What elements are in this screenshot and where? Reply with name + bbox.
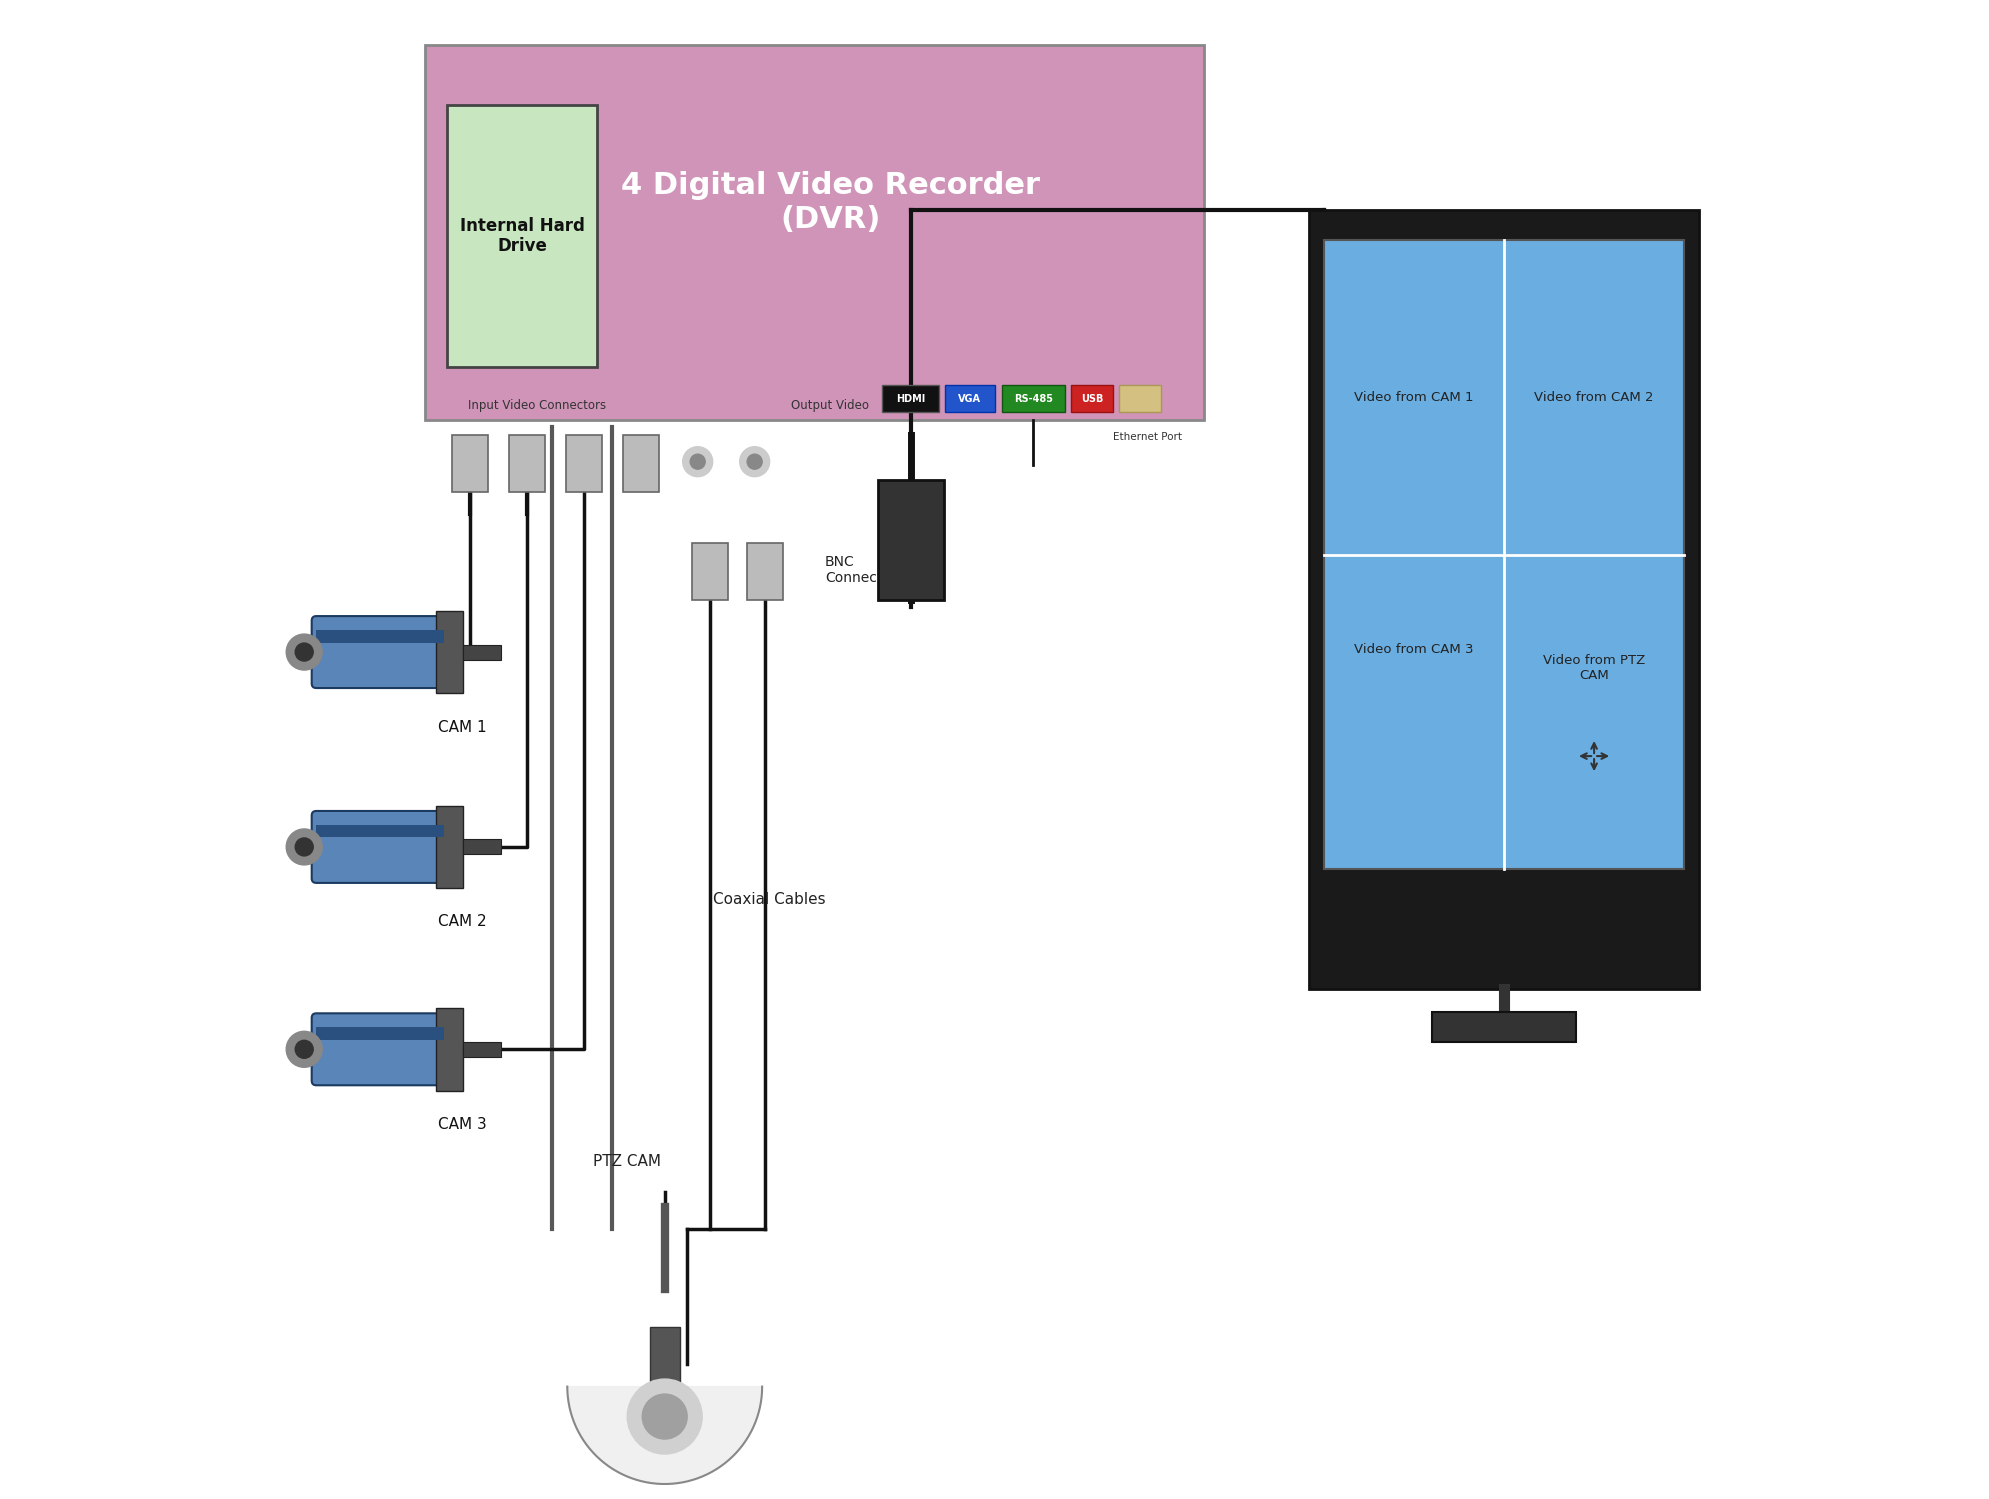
Text: Video from CAM 1: Video from CAM 1 (1355, 391, 1474, 403)
FancyBboxPatch shape (448, 105, 597, 367)
FancyBboxPatch shape (945, 385, 994, 412)
FancyBboxPatch shape (312, 1013, 448, 1085)
Circle shape (627, 1379, 702, 1454)
Circle shape (286, 829, 322, 865)
FancyBboxPatch shape (565, 435, 603, 492)
Circle shape (294, 643, 312, 661)
FancyBboxPatch shape (692, 543, 728, 600)
Circle shape (294, 1040, 312, 1058)
Polygon shape (567, 1387, 762, 1484)
FancyBboxPatch shape (463, 645, 501, 660)
Text: BNC
Connectors: BNC Connectors (825, 555, 903, 585)
Text: PTZ CAM: PTZ CAM (593, 1154, 660, 1169)
FancyBboxPatch shape (881, 385, 939, 412)
FancyBboxPatch shape (426, 45, 1205, 420)
FancyBboxPatch shape (650, 1327, 680, 1387)
Text: 4 Digital Video Recorder
(DVR): 4 Digital Video Recorder (DVR) (621, 171, 1040, 234)
FancyBboxPatch shape (509, 435, 545, 492)
Circle shape (642, 1394, 688, 1439)
Circle shape (690, 454, 706, 469)
FancyBboxPatch shape (312, 616, 448, 688)
Circle shape (286, 634, 322, 670)
Text: HDMI: HDMI (895, 394, 925, 403)
Text: Video from PTZ
CAM: Video from PTZ CAM (1543, 654, 1645, 682)
Text: Video from CAM 3: Video from CAM 3 (1355, 643, 1474, 655)
Text: Ethernet Port: Ethernet Port (1114, 432, 1181, 442)
FancyBboxPatch shape (463, 839, 501, 854)
Text: Coaxial Cables: Coaxial Cables (714, 892, 825, 907)
FancyBboxPatch shape (1120, 385, 1162, 412)
Circle shape (294, 838, 312, 856)
FancyBboxPatch shape (436, 1009, 463, 1091)
FancyBboxPatch shape (463, 1042, 501, 1057)
FancyBboxPatch shape (1309, 210, 1699, 989)
Text: RS-485: RS-485 (1014, 394, 1052, 403)
Text: Input Video Connectors: Input Video Connectors (467, 399, 607, 412)
FancyBboxPatch shape (436, 612, 463, 693)
FancyBboxPatch shape (316, 1027, 444, 1040)
FancyBboxPatch shape (748, 543, 784, 600)
FancyBboxPatch shape (1070, 385, 1114, 412)
FancyBboxPatch shape (452, 435, 487, 492)
FancyBboxPatch shape (877, 480, 943, 600)
FancyBboxPatch shape (312, 811, 448, 883)
Text: Internal Hard
Drive: Internal Hard Drive (459, 217, 585, 255)
Text: VGA: VGA (959, 394, 981, 403)
Circle shape (682, 447, 712, 477)
Text: Output Video: Output Video (790, 399, 869, 412)
Circle shape (286, 1031, 322, 1067)
FancyBboxPatch shape (316, 630, 444, 643)
FancyBboxPatch shape (623, 435, 658, 492)
Text: CAM 3: CAM 3 (438, 1117, 487, 1132)
Circle shape (748, 454, 762, 469)
Text: CAM 2: CAM 2 (438, 914, 487, 929)
FancyBboxPatch shape (316, 824, 444, 838)
FancyBboxPatch shape (1002, 385, 1064, 412)
Text: USB: USB (1080, 394, 1104, 403)
Text: CAM 1: CAM 1 (438, 720, 487, 735)
Text: Video from CAM 2: Video from CAM 2 (1534, 391, 1653, 403)
FancyBboxPatch shape (436, 806, 463, 887)
FancyBboxPatch shape (1325, 240, 1685, 869)
FancyBboxPatch shape (1432, 1012, 1575, 1042)
Circle shape (740, 447, 770, 477)
